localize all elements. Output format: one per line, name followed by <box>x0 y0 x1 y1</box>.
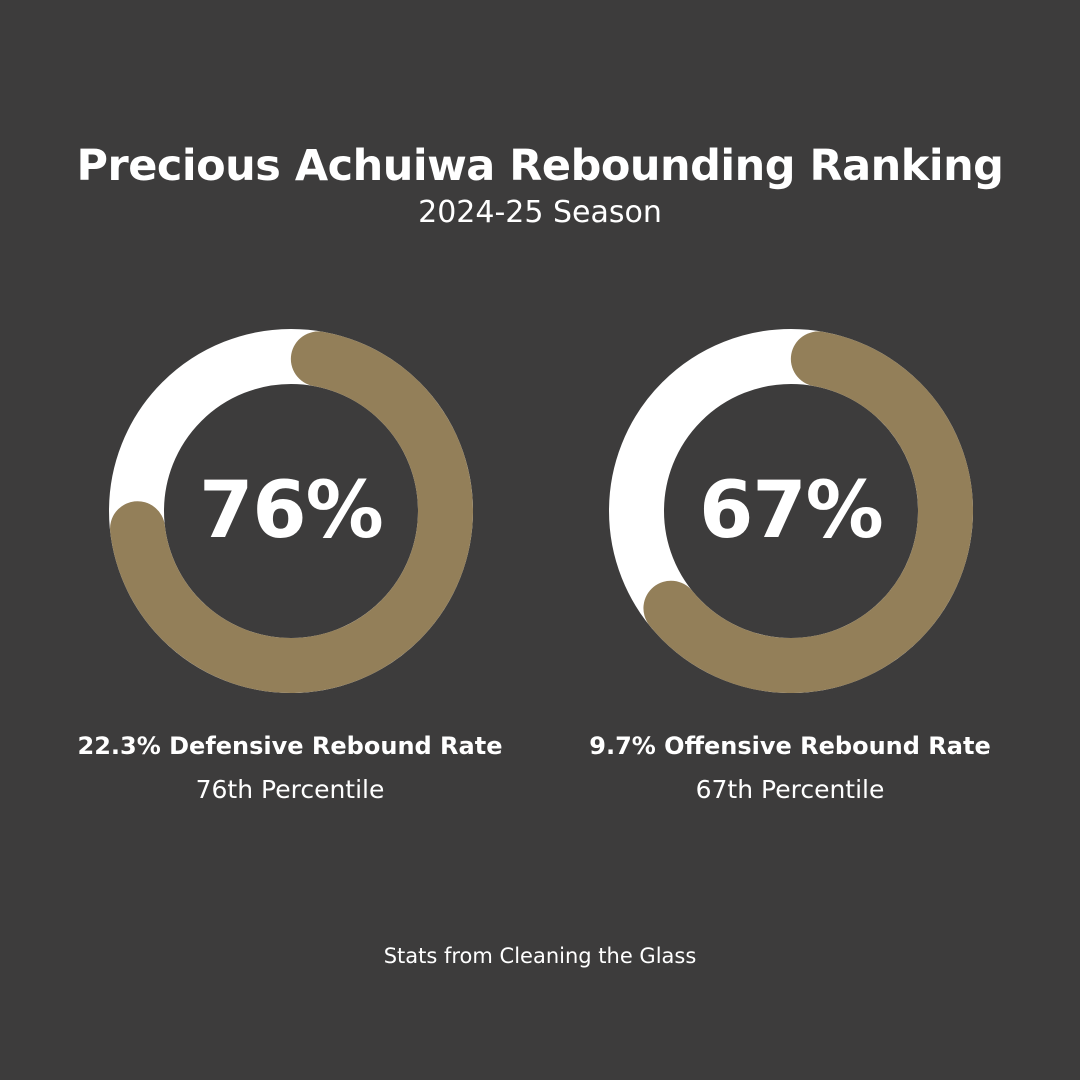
defensive-percentile-label: 76th Percentile <box>195 775 385 804</box>
offensive-rebound-rate-label: 9.7% Offensive Rebound Rate <box>589 732 991 760</box>
defensive-rebound-gauge: 76% <box>109 329 473 693</box>
chart-title: Precious Achuiwa Rebounding Ranking <box>76 141 1004 191</box>
source-note: Stats from Cleaning the Glass <box>383 944 697 968</box>
offensive-rebound-gauge: 67% <box>609 329 973 693</box>
gauge-fill-arc <box>643 331 973 693</box>
defensive-rebound-rate-label: 22.3% Defensive Rebound Rate <box>77 732 503 760</box>
gauge-percent-value: 76% <box>199 466 384 556</box>
offensive-percentile-label: 67th Percentile <box>695 775 885 804</box>
gauge-fill-arc <box>110 331 473 693</box>
defensive-rebound-donut <box>109 329 473 693</box>
chart-subtitle: 2024-25 Season <box>418 195 662 230</box>
gauge-percent-value: 67% <box>699 466 884 556</box>
offensive-rebound-donut <box>609 329 973 693</box>
